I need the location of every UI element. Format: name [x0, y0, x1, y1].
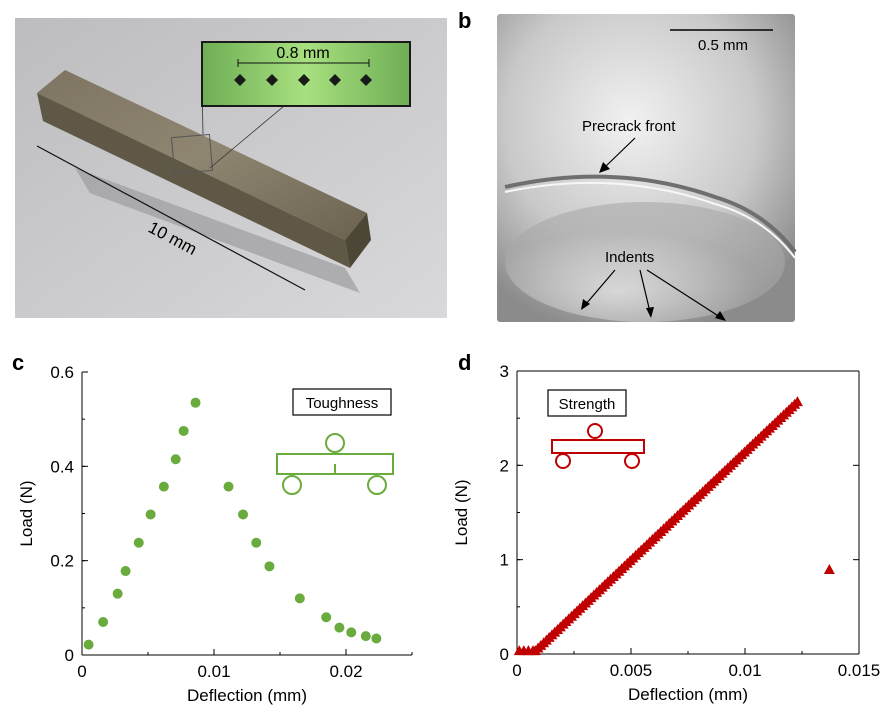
indent-inset-image: [201, 41, 411, 107]
indents-annotation: Indents: [605, 249, 654, 266]
inset-source-box: [170, 133, 214, 175]
data-point: [112, 588, 123, 599]
data-point: [791, 396, 803, 407]
data-point: [264, 561, 275, 572]
data-point: [83, 639, 94, 650]
y-tick-label: 0: [500, 645, 509, 664]
data-point: [334, 622, 345, 633]
panel-letter-b: b: [458, 8, 472, 33]
y-tick-label: 0: [65, 646, 74, 665]
data-point: [133, 537, 144, 548]
data-point: [360, 631, 371, 642]
precrack-annotation: Precrack front: [582, 118, 676, 135]
specimen-photo: 0.8 mm 10 mm: [15, 18, 447, 318]
y-tick-label: 2: [500, 456, 509, 475]
toughness-label-box: Toughness: [292, 388, 392, 416]
data-point: [346, 627, 357, 638]
panel-letter-d: d: [458, 350, 472, 375]
data-point: [98, 616, 109, 627]
indent-marks: [234, 74, 372, 86]
micrograph-scale-label: 0.5 mm: [698, 37, 748, 54]
panel-letter-c: c: [12, 350, 25, 375]
x-axis-label: Deflection (mm): [628, 685, 748, 704]
precrack-front-line: [504, 174, 797, 254]
strength-label-box: Strength: [547, 389, 627, 417]
specimen-top-face: [37, 70, 367, 240]
data-point: [251, 537, 262, 548]
data-point: [120, 566, 131, 577]
data-point: [178, 425, 189, 436]
y-tick-label: 0.2: [50, 552, 74, 571]
inset-scale-label: 0.8 mm: [276, 45, 329, 62]
x-tick-label: 0.015: [838, 661, 881, 680]
data-point: [145, 509, 156, 520]
y-axis-label: Load (N): [17, 480, 36, 546]
y-tick-label: 1: [500, 551, 509, 570]
data-point: [321, 612, 332, 623]
data-point: [190, 397, 201, 408]
y-tick-label: 3: [500, 362, 509, 381]
length-scale-line: [36, 145, 306, 291]
strength-label: Strength: [559, 396, 616, 413]
specimen-end-face: [345, 213, 371, 268]
x-tick-label: 0: [77, 662, 86, 681]
strength-chart: 0 0.005 0.01 0.015 0 1 2 3 Deflection (mm) Load (…: [452, 362, 881, 704]
data-point: [223, 481, 234, 492]
x-axis-label: Deflection (mm): [187, 686, 307, 705]
toughness-chart: 0 0.01 0.02 0 0.2 0.4 0.6 Deflection (mm) Load (…: [17, 363, 413, 705]
data-point: [823, 564, 835, 575]
x-tick-label: 0.01: [728, 661, 761, 680]
y-axis-label: Load (N): [452, 479, 471, 545]
data-point: [294, 593, 305, 604]
data-point: [371, 633, 382, 644]
specimen-front-face: [37, 93, 350, 268]
three-point-bend-icon: [276, 433, 394, 495]
y-tick-label: 0.4: [50, 457, 74, 476]
x-tick-label: 0.01: [197, 662, 230, 681]
fracture-micrograph: 0.5 mm Precrack front Indents: [497, 14, 797, 322]
data-point: [170, 454, 181, 465]
data-point: [158, 481, 169, 492]
x-tick-label: 0: [512, 661, 521, 680]
x-tick-label: 0.005: [610, 661, 653, 680]
data-point: [238, 509, 249, 520]
specimen-shadow: [75, 168, 360, 293]
x-tick-label: 0.02: [329, 662, 362, 681]
toughness-label: Toughness: [306, 395, 379, 412]
y-tick-label: 0.6: [50, 363, 74, 382]
four-point-bend-icon: [551, 423, 645, 469]
